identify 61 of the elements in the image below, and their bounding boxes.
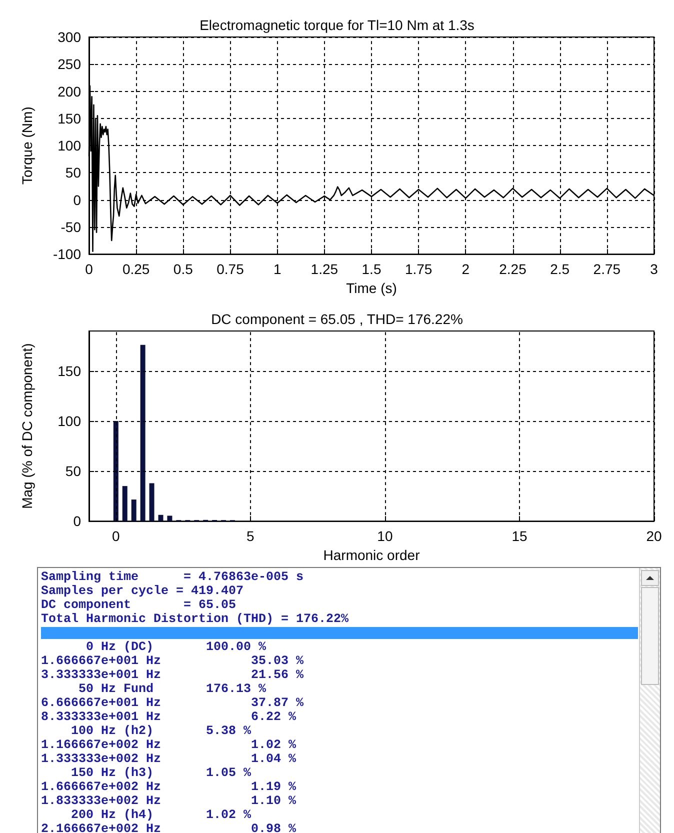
x-tick-label: 0.25 <box>122 261 150 278</box>
y-tick-label: 250 <box>58 56 82 72</box>
y-tick-label: 100 <box>58 413 82 430</box>
bar <box>167 516 172 522</box>
text: 1.333333e+002 Hz 1.04 % <box>41 752 298 766</box>
x-tick-label: 0.5 <box>173 261 194 278</box>
x-tick-label: 20 <box>646 528 662 544</box>
y-tick-label: 0 <box>73 192 82 208</box>
x-tick-label: 0.75 <box>216 261 244 278</box>
text: 1.166667e+002 Hz 1.02 % <box>41 738 298 752</box>
bar <box>131 500 136 522</box>
y-tick-label: 200 <box>58 83 82 100</box>
text: Total Harmonic Distortion (THD) = 176.22% <box>41 612 350 626</box>
x-tick-label: 3 <box>650 261 658 278</box>
bar <box>158 514 164 522</box>
x-tick-label: 10 <box>377 528 393 544</box>
text: 1.666667e+001 Hz 35.03 % <box>41 654 305 668</box>
text: 2.166667e+002 Hz 0.98 % <box>41 822 298 833</box>
text: Samples per cycle = 419.407 <box>41 584 245 598</box>
y-tick-label: 0 <box>73 513 82 530</box>
chart-title: Electromagnetic torque for Tl=10 Nm at 1.3s <box>200 17 474 33</box>
x-tick-label: 2.25 <box>499 261 527 278</box>
x-tick-label: 1.75 <box>404 261 432 278</box>
y-tick-label: 150 <box>58 363 82 380</box>
x-tick-label: 0 <box>112 528 120 544</box>
text: 50 Hz Fund 176.13 % <box>78 682 268 696</box>
text: 1.666667e+002 Hz 1.19 % <box>41 780 298 794</box>
x-tick-label: 1.25 <box>310 261 338 278</box>
text: 100 Hz (h2) 5.38 % <box>70 724 252 738</box>
y-tick-label: -100 <box>52 246 82 262</box>
text: 8.333333e+001 Hz 6.22 % <box>41 710 298 724</box>
y-tick-label: 50 <box>65 463 82 480</box>
text: 150 Hz (h3) 1.05 % <box>70 766 252 780</box>
x-tick-label: 5 <box>246 528 255 544</box>
y-tick-label: 100 <box>58 138 82 154</box>
x-tick-label: 1.5 <box>362 261 382 278</box>
x-tick-label: 2 <box>462 261 470 278</box>
text: 200 Hz (h4) 1.02 % <box>70 808 252 822</box>
x-tick-label: 1 <box>273 261 282 278</box>
bar <box>149 483 154 522</box>
text: 6.666667e+001 Hz 37.87 % <box>41 696 305 710</box>
y-tick-label: 50 <box>65 164 82 181</box>
chart-title: DC component = 65.05 , THD= 176.22% <box>211 311 463 327</box>
y-axis-title: Torque (Nm) <box>19 106 35 184</box>
bar <box>122 486 128 522</box>
text: 0 Hz (DC) 100.00 % <box>85 640 268 654</box>
x-tick-label: 15 <box>512 528 528 544</box>
x-tick-label: 2.5 <box>550 261 570 278</box>
x-axis-title: Harmonic order <box>323 547 420 563</box>
x-axis-title: Time (s) <box>346 280 397 296</box>
y-tick-label: -50 <box>60 218 82 235</box>
y-axis-title: Mag (% of DC component) <box>19 343 35 509</box>
y-tick-label: 150 <box>58 110 82 126</box>
x-tick-label: 0 <box>85 261 94 278</box>
x-tick-label: 2.75 <box>593 261 621 278</box>
text: Sampling time = 4.76863e-005 s <box>41 570 305 584</box>
text: DC component = 65.05 <box>41 598 238 612</box>
text: 3.333333e+001 Hz 21.56 % <box>41 668 305 682</box>
y-tick-label: 300 <box>58 29 82 45</box>
text: 1.833333e+002 Hz 1.10 % <box>41 794 298 808</box>
bar <box>140 344 146 522</box>
